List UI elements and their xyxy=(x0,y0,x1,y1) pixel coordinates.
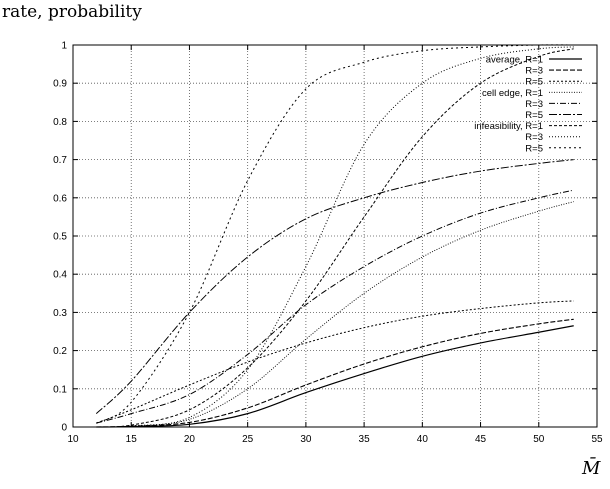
series-line-9 xyxy=(96,44,574,424)
y-tick-label: 0.3 xyxy=(53,308,67,319)
y-tick-label: 0.8 xyxy=(53,117,67,128)
series-line-2 xyxy=(96,318,574,428)
x-axis-label: M̄ xyxy=(582,458,601,479)
legend-label: infeasibility, R=1 xyxy=(474,121,543,132)
x-tick-label: 20 xyxy=(184,434,196,445)
x-tick-label: 10 xyxy=(67,434,79,445)
series-line-5 xyxy=(96,189,574,424)
x-tick-label: 55 xyxy=(591,434,603,445)
y-tick-label: 0.5 xyxy=(53,232,67,243)
x-tick-label: 30 xyxy=(300,434,312,445)
y-tick-label: 0.1 xyxy=(53,384,67,395)
series-line-4 xyxy=(96,201,574,428)
x-tick-label: 35 xyxy=(359,434,371,445)
x-tick-label: 25 xyxy=(242,434,254,445)
y-axis-label: rate, probability xyxy=(2,2,142,22)
legend-label: R=3 xyxy=(525,132,543,143)
series-line-1 xyxy=(96,325,574,428)
legend-label: R=5 xyxy=(525,143,543,154)
x-tick-label: 40 xyxy=(417,434,429,445)
series-line-8 xyxy=(96,46,574,428)
legend-label: R=3 xyxy=(525,99,543,110)
y-tick-label: 1 xyxy=(61,41,67,52)
y-tick-label: 0.7 xyxy=(53,155,67,166)
y-tick-label: 0.6 xyxy=(53,193,67,204)
legend-label: R=5 xyxy=(525,110,543,121)
x-tick-label: 50 xyxy=(533,434,545,445)
legend-label: R=5 xyxy=(525,77,543,88)
y-tick-label: 0 xyxy=(61,423,67,434)
legend-label: cell edge, R=1 xyxy=(482,88,543,99)
y-tick-label: 0.2 xyxy=(53,346,67,357)
y-tick-label: 0.4 xyxy=(53,270,67,281)
series-line-3 xyxy=(96,300,574,424)
y-tick-label: 0.9 xyxy=(53,79,67,90)
x-tick-label: 45 xyxy=(475,434,487,445)
x-tick-label: 15 xyxy=(126,434,138,445)
series-line-7 xyxy=(96,48,574,428)
legend-label: R=3 xyxy=(525,66,543,77)
series-line-6 xyxy=(95,159,574,414)
legend-label: average, R=1 xyxy=(486,55,543,66)
